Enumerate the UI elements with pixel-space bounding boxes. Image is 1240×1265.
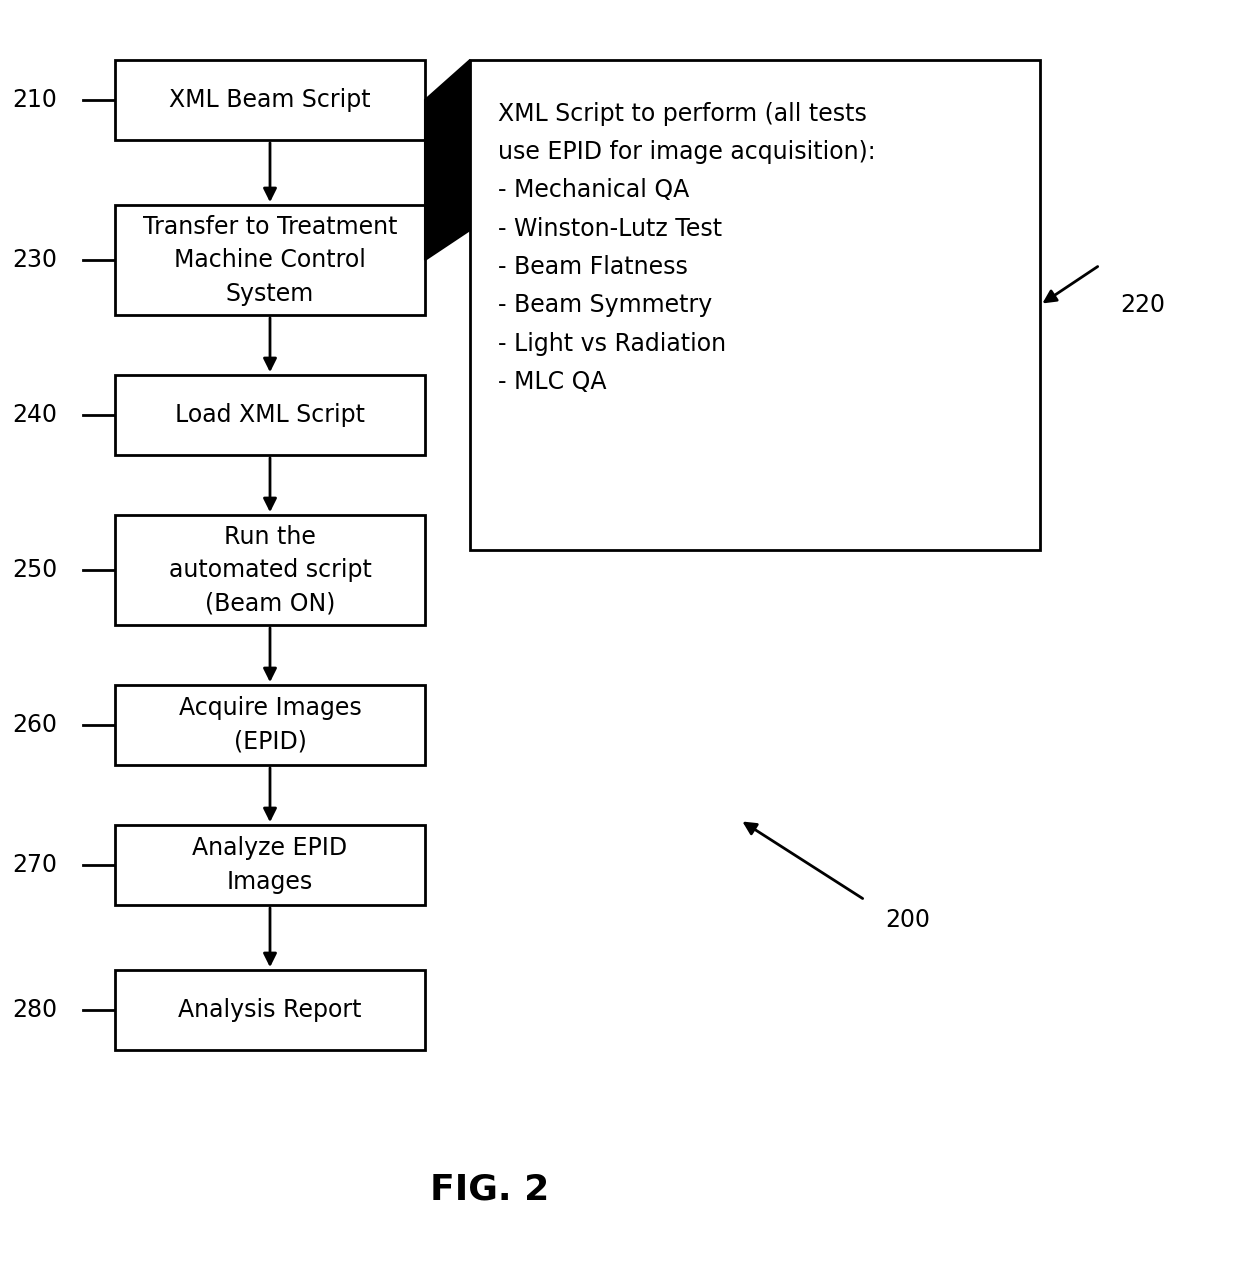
Text: 270: 270	[12, 853, 57, 877]
Bar	[115, 515, 425, 625]
Text: 280: 280	[12, 998, 57, 1022]
Text: Transfer to Treatment
Machine Control
System: Transfer to Treatment Machine Control Sy…	[143, 215, 397, 306]
Text: 210: 210	[12, 89, 57, 113]
Bar	[115, 59, 425, 140]
Text: 220: 220	[1120, 293, 1166, 318]
Text: Analyze EPID
Images: Analyze EPID Images	[192, 836, 347, 894]
Bar	[115, 825, 425, 904]
Bar	[470, 59, 1040, 550]
Text: Acquire Images
(EPID): Acquire Images (EPID)	[179, 696, 361, 754]
Bar	[115, 374, 425, 455]
Bar	[115, 686, 425, 765]
Bar	[115, 205, 425, 315]
Text: 250: 250	[11, 558, 57, 582]
Polygon shape	[425, 59, 470, 261]
Text: 200: 200	[885, 908, 930, 932]
Text: 240: 240	[12, 404, 57, 428]
Text: Analysis Report: Analysis Report	[179, 998, 362, 1022]
Text: 230: 230	[12, 248, 57, 272]
Text: XML Beam Script: XML Beam Script	[169, 89, 371, 113]
Text: FIG. 2: FIG. 2	[430, 1173, 549, 1207]
Text: XML Script to perform (all tests
use EPID for image acquisition):
- Mechanical Q: XML Script to perform (all tests use EPI…	[498, 102, 875, 393]
Text: Run the
automated script
(Beam ON): Run the automated script (Beam ON)	[169, 525, 372, 616]
Text: Load XML Script: Load XML Script	[175, 404, 365, 428]
Text: 260: 260	[12, 713, 57, 737]
Bar	[115, 970, 425, 1050]
